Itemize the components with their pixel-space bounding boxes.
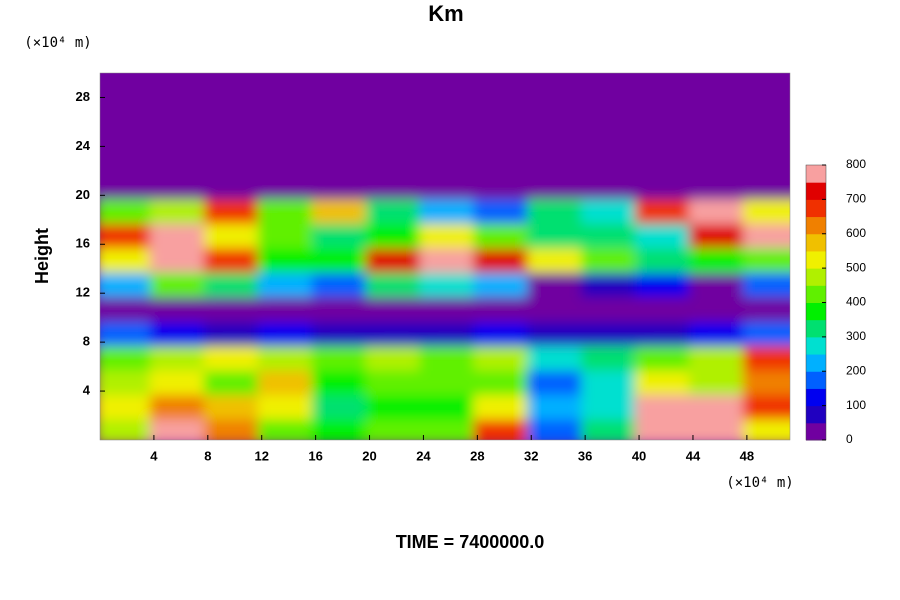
colorbar-tick-label: 100	[846, 398, 866, 412]
cell	[311, 73, 374, 102]
y-axis-label: Height	[32, 228, 52, 284]
colorbar-tick-label: 400	[846, 295, 866, 309]
x-tick-label: 28	[470, 448, 484, 463]
x-tick-label: 48	[740, 448, 754, 463]
colorbar-tick-label: 700	[846, 192, 866, 206]
x-tick-label: 4	[150, 448, 158, 463]
colorbar-swatch	[806, 405, 826, 424]
time-label: TIME = 7400000.0	[396, 532, 545, 552]
cell	[257, 73, 320, 102]
x-tick-label: 8	[204, 448, 211, 463]
colorbar-swatch	[806, 422, 826, 441]
colorbar-swatch	[806, 336, 826, 355]
x-tick-label: 44	[686, 448, 701, 463]
y-tick-label: 24	[76, 138, 91, 153]
x-tick-label: 36	[578, 448, 592, 463]
colorbar-swatch	[806, 302, 826, 321]
x-tick-label: 12	[254, 448, 268, 463]
x-tick-label: 20	[362, 448, 376, 463]
cell	[581, 73, 644, 102]
colorbar-swatch	[806, 165, 826, 183]
field	[100, 73, 790, 440]
colorbar-swatch	[806, 388, 826, 407]
colorbar-swatch	[806, 285, 826, 303]
colorbar-tick-label: 0	[846, 432, 853, 446]
x-tick-label: 24	[416, 448, 431, 463]
cell	[419, 73, 482, 102]
chart-title: Km	[428, 1, 463, 26]
cell	[527, 73, 590, 102]
x-tick-label: 16	[308, 448, 322, 463]
colorbar-tick-label: 800	[846, 157, 866, 171]
field-cells	[100, 73, 790, 440]
colorbar-tick-label: 500	[846, 260, 866, 274]
colorbar-tick-label: 600	[846, 226, 866, 240]
colorbar-swatch	[806, 199, 826, 218]
colorbar-swatch	[806, 319, 826, 338]
y-tick-label: 28	[76, 89, 90, 104]
cell	[365, 73, 428, 102]
cell	[688, 73, 751, 102]
cell	[473, 73, 536, 102]
y-unit: (×10⁴ m)	[24, 35, 91, 51]
y-tick-label: 4	[83, 383, 91, 398]
cell	[149, 73, 212, 102]
plot-frame	[99, 72, 791, 441]
colorbar-swatch	[806, 250, 826, 269]
colorbar-swatch	[806, 233, 826, 252]
colorbar-swatch	[806, 354, 826, 372]
colorbar-swatch	[806, 216, 826, 235]
y-tick-label: 8	[83, 334, 90, 349]
cell	[635, 73, 697, 102]
colorbar-swatch	[806, 371, 826, 389]
y-tick-label: 12	[76, 285, 90, 300]
x-tick-label: 32	[524, 448, 538, 463]
x-unit: (×10⁴ m)	[726, 475, 793, 491]
y-tick-label: 16	[76, 236, 90, 251]
y-tick-label: 20	[76, 187, 90, 202]
x-tick-label: 40	[632, 448, 646, 463]
colorbar-tick-label: 300	[846, 329, 866, 343]
cell	[100, 73, 158, 102]
cell	[203, 73, 266, 102]
colorbar-tick-label: 200	[846, 363, 866, 377]
colorbar-swatch	[806, 182, 826, 200]
cell	[742, 73, 790, 102]
colorbar-swatch	[806, 268, 826, 286]
